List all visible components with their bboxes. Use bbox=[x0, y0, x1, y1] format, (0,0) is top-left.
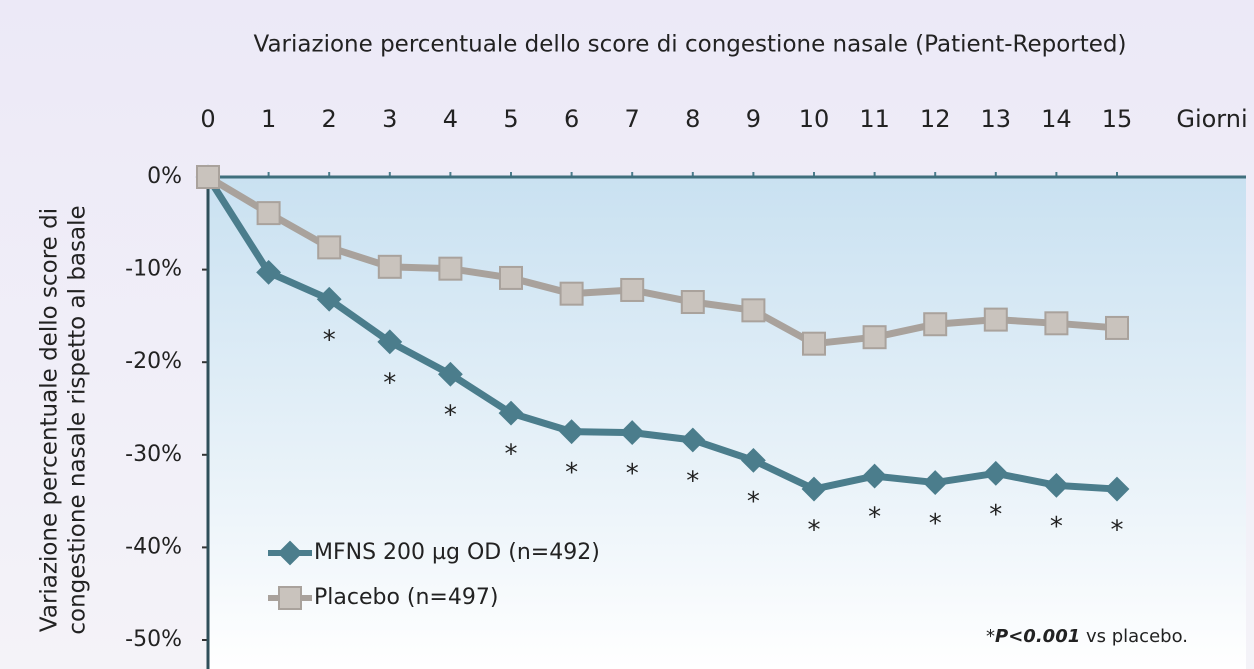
y-tick-label: -50% bbox=[125, 627, 182, 652]
legend-marker bbox=[278, 586, 302, 610]
significance-marker: * bbox=[989, 500, 1002, 530]
point bbox=[377, 254, 402, 279]
significance-marker: * bbox=[868, 503, 881, 533]
point bbox=[740, 447, 766, 473]
x-tick-label: 12 bbox=[920, 105, 951, 133]
point bbox=[1043, 472, 1069, 498]
significance-marker: * bbox=[1111, 516, 1124, 546]
point bbox=[922, 470, 948, 495]
y-tick-label: -30% bbox=[125, 442, 182, 467]
x-tick-label: 15 bbox=[1102, 105, 1133, 133]
point bbox=[983, 460, 1009, 486]
footnote: *P<0.001 vs placebo. bbox=[986, 626, 1188, 647]
point bbox=[680, 290, 705, 315]
y-tick-label: -10% bbox=[125, 257, 182, 282]
series-line bbox=[205, 175, 1118, 493]
x-tick-label: 0 bbox=[200, 105, 215, 133]
legend-marker bbox=[277, 540, 303, 566]
x-tick-label: 4 bbox=[443, 105, 458, 133]
significance-marker: * bbox=[565, 458, 578, 488]
x-tick-label: 14 bbox=[1041, 105, 1072, 133]
significance-marker: * bbox=[383, 368, 396, 398]
series-line bbox=[206, 173, 1118, 348]
y-axis-label: Variazione percentuale dello score di co… bbox=[37, 205, 91, 634]
point bbox=[1105, 315, 1129, 340]
x-tick-label: 8 bbox=[685, 105, 700, 133]
point bbox=[862, 325, 887, 350]
point bbox=[1104, 476, 1130, 502]
point bbox=[802, 331, 826, 356]
x-tick-label: 10 bbox=[799, 105, 830, 133]
x-tick-label: 2 bbox=[322, 105, 337, 133]
point bbox=[923, 312, 948, 337]
x-tick-label: 3 bbox=[382, 105, 397, 133]
chart-title: Variazione percentuale dello score di co… bbox=[254, 32, 1127, 58]
point bbox=[499, 265, 523, 290]
point bbox=[438, 256, 463, 281]
point bbox=[619, 420, 645, 445]
significance-marker: * bbox=[323, 326, 336, 356]
footnote-p: P<0.001 bbox=[995, 626, 1080, 647]
point bbox=[316, 286, 342, 312]
y-axis-label-line: Variazione percentuale dello score di bbox=[37, 208, 63, 632]
significance-marker: * bbox=[686, 466, 699, 496]
point bbox=[377, 329, 403, 355]
footnote-text: vs placebo. bbox=[1080, 626, 1188, 647]
point bbox=[256, 259, 282, 285]
x-axis-label: Giorni bbox=[1176, 105, 1247, 133]
point bbox=[498, 400, 524, 426]
point bbox=[437, 361, 463, 387]
x-tick-label: 7 bbox=[625, 105, 640, 133]
point bbox=[1044, 311, 1069, 336]
x-tick-label: 5 bbox=[503, 105, 518, 133]
point bbox=[862, 463, 888, 489]
legend-label: Placebo (n=497) bbox=[314, 585, 498, 610]
significance-marker: * bbox=[747, 487, 760, 517]
point bbox=[559, 419, 585, 445]
point bbox=[559, 281, 584, 306]
point bbox=[680, 427, 706, 453]
x-tick-label: 9 bbox=[746, 105, 761, 133]
x-tick-label: 1 bbox=[261, 105, 276, 133]
point bbox=[256, 201, 281, 226]
point bbox=[801, 476, 827, 502]
point bbox=[983, 307, 1008, 332]
x-tick-label: 6 bbox=[564, 105, 579, 133]
significance-marker: * bbox=[505, 440, 518, 470]
significance-marker: * bbox=[444, 401, 457, 431]
point bbox=[196, 165, 220, 189]
point bbox=[317, 235, 342, 260]
point bbox=[741, 298, 766, 323]
legend-label: MFNS 200 µg OD (n=492) bbox=[314, 540, 600, 565]
y-axis-label-line: congestione nasale rispetto al basale bbox=[65, 205, 91, 634]
x-tick-label: 13 bbox=[981, 105, 1012, 133]
y-tick-label: -20% bbox=[125, 349, 182, 374]
significance-marker: * bbox=[1050, 512, 1063, 542]
point bbox=[620, 277, 645, 302]
footnote-mark: * bbox=[986, 626, 995, 647]
significance-marker: * bbox=[626, 459, 639, 489]
significance-marker: * bbox=[808, 516, 821, 546]
x-tick-label: 11 bbox=[859, 105, 890, 133]
y-tick-label: 0% bbox=[147, 164, 182, 189]
significance-marker: * bbox=[929, 509, 942, 539]
y-tick-label: -40% bbox=[125, 534, 182, 559]
